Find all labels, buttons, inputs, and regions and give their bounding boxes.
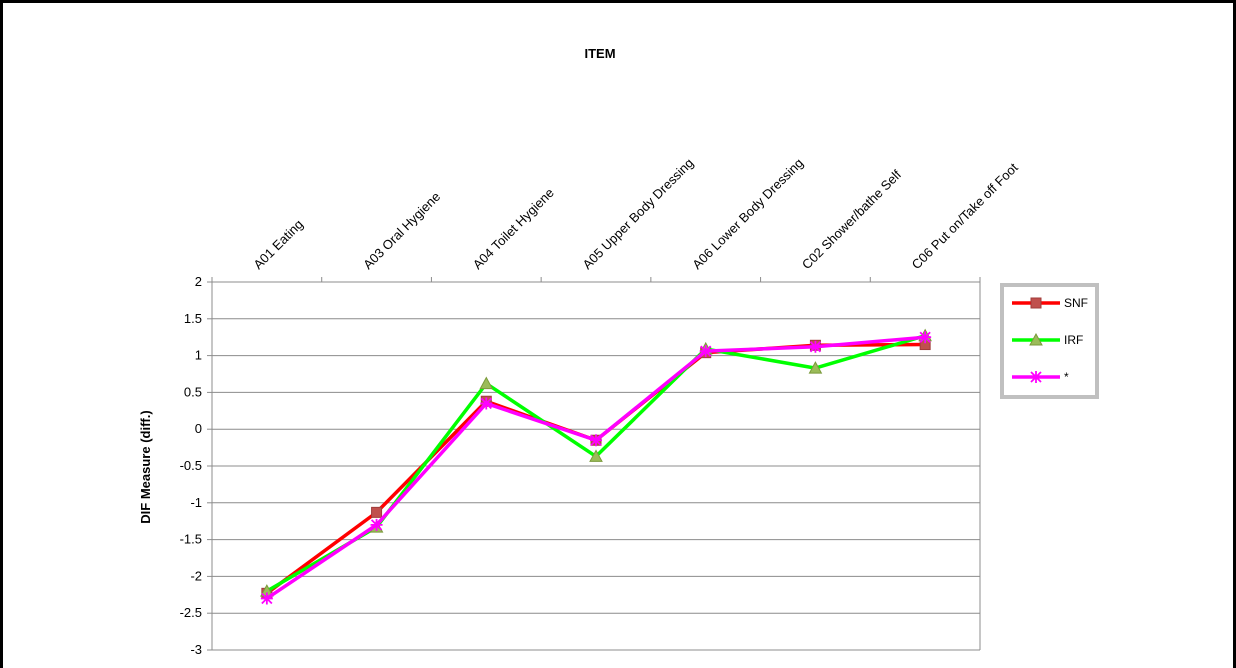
y-axis-label: DIF Measure (diff.) [138, 410, 153, 523]
data-point-star [919, 331, 932, 344]
category-label: A05 Upper Body Dressing [580, 155, 697, 272]
data-point-star [590, 434, 602, 447]
category-label: C06 Put on/Take off Foot [909, 160, 1021, 272]
legend-label: SNF [1064, 296, 1088, 310]
y-tick-label: 1.5 [184, 311, 202, 326]
series-irf [260, 328, 932, 597]
y-tick-label: 0.5 [184, 384, 202, 399]
category-label: A04 Toilet Hygiene [470, 185, 557, 272]
data-point-square [1030, 297, 1042, 309]
category-label: A03 Oral Hygiene [360, 189, 443, 272]
y-tick-label: -1.5 [180, 532, 202, 547]
legend-label: * [1064, 370, 1069, 384]
y-tick-label: 1 [195, 348, 202, 363]
data-point-triangle [479, 376, 494, 390]
category-label: A01 Eating [250, 217, 306, 273]
y-tick-label: -2 [190, 568, 202, 583]
y-tick-label: -3 [190, 642, 202, 657]
legend-label: IRF [1064, 333, 1083, 347]
data-point-triangle [1029, 332, 1043, 346]
y-tick-label: -1 [190, 495, 202, 510]
y-tick-labels: 2 1.5 1 0.5 0 -0.5 -1 -1.5 -2 -2.5 -3 [180, 274, 202, 657]
data-point-star [370, 518, 383, 531]
series-star [260, 331, 932, 605]
series-line [265, 334, 926, 593]
axes [207, 277, 981, 651]
category-label: A06 Lower Body Dressing [689, 155, 806, 272]
data-point-star [809, 340, 822, 353]
category-labels: A01 Eating A03 Oral Hygiene A04 Toilet Hyg… [250, 155, 1021, 272]
y-tick-label: 0 [195, 421, 202, 436]
category-label: C02 Shower/bathe Self [799, 167, 904, 272]
data-point-star [1030, 371, 1042, 383]
data-point-star [480, 397, 493, 410]
gridlines [212, 318, 980, 651]
series-line [265, 342, 926, 595]
legend: SNF IRF * [1000, 283, 1099, 399]
series-group [260, 328, 932, 605]
y-tick-label: -0.5 [180, 458, 202, 473]
data-point-star [260, 592, 273, 605]
y-tick-label: 2 [195, 274, 202, 289]
data-point-triangle [589, 449, 603, 462]
series-snf [261, 339, 931, 599]
series-line [265, 335, 926, 600]
y-tick-label: -2.5 [180, 605, 202, 620]
data-point-star [699, 345, 712, 358]
data-point-square [371, 506, 383, 518]
data-point-triangle [808, 361, 823, 374]
chart-title: ITEM [584, 46, 615, 61]
